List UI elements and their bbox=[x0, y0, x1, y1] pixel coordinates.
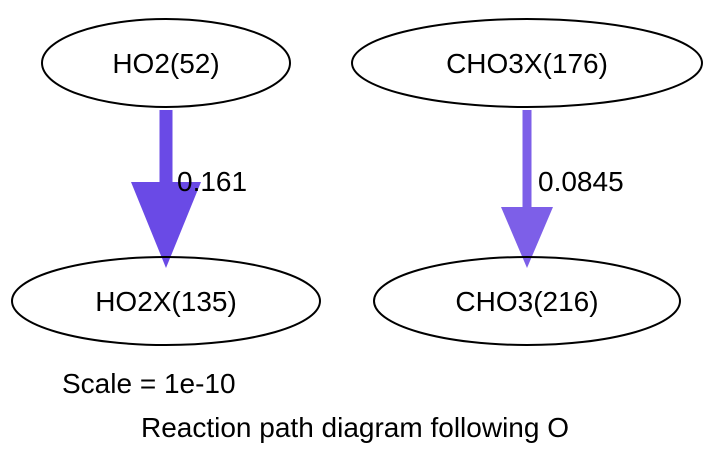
node-cho3x: CHO3X(176) bbox=[351, 18, 703, 108]
node-cho3-label: CHO3(216) bbox=[455, 286, 598, 317]
edge-cho3x-to-cho3-label: 0.0845 bbox=[538, 166, 624, 197]
edge-cho3x-to-cho3-arrowhead bbox=[501, 207, 553, 268]
scale-text: Scale = 1e-10 bbox=[62, 368, 236, 399]
node-ho2-ellipse bbox=[41, 18, 291, 108]
node-ho2: HO2(52) bbox=[41, 18, 291, 108]
edge-cho3x-to-cho3: 0.0845 bbox=[501, 110, 624, 268]
node-cho3-ellipse bbox=[373, 256, 681, 346]
edge-ho2-to-ho2x: 0.161 bbox=[131, 110, 247, 268]
node-ho2x: HO2X(135) bbox=[11, 256, 321, 346]
diagram-caption: Reaction path diagram following O bbox=[141, 412, 569, 443]
node-ho2x-ellipse bbox=[11, 256, 321, 346]
node-cho3x-label: CHO3X(176) bbox=[446, 48, 608, 79]
edge-ho2-to-ho2x-arrowhead bbox=[131, 182, 201, 268]
node-cho3: CHO3(216) bbox=[373, 256, 681, 346]
node-cho3x-ellipse bbox=[351, 18, 703, 108]
node-ho2x-label: HO2X(135) bbox=[95, 286, 237, 317]
node-ho2-label: HO2(52) bbox=[112, 48, 219, 79]
edge-ho2-to-ho2x-label: 0.161 bbox=[177, 166, 247, 197]
